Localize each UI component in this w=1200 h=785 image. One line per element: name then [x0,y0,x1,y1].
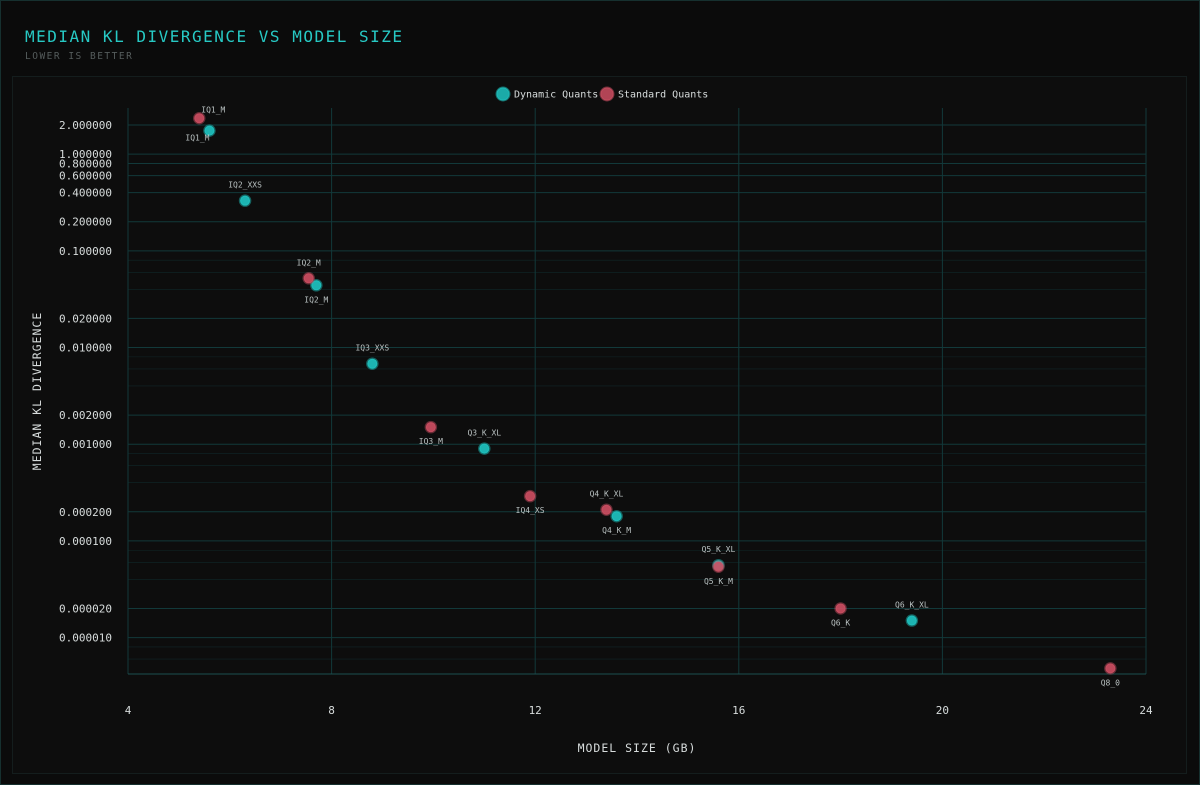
y-tick-label: 0.800000 [59,158,112,171]
point-label: Q4_K_M [602,526,631,535]
data-point-q6-k-xl [905,614,919,627]
point-label: IQ2_M [304,295,328,304]
point-label: IQ3_XXS [355,344,389,353]
legend-marker [599,86,615,102]
point-label: IQ2_XXS [228,181,262,190]
x-tick-label: 24 [1139,704,1153,717]
data-point-iq1-m [203,124,216,137]
data-point-iq2-xxs [238,194,252,207]
chart-title: MEDIAN KL DIVERGENCE VS MODEL SIZE [25,27,404,46]
axis-layer: 4 8 12 16 20 24 2.000000 1.0000000.8000000.6000… [59,119,1153,717]
data-point-q4-k-m [610,509,623,523]
point-label: IQ3_M [419,437,443,446]
y-tick-label: 0.600000 [59,170,112,183]
data-point-iq1-m [193,112,206,125]
point-label: Q4_K_XL [590,490,624,499]
y-tick-label: 0.100000 [59,245,112,258]
data-point-q4-k-xl [600,503,613,516]
legend: Dynamic Quants Standard Quants [495,86,708,102]
point-label: IQ4_XS [516,506,545,515]
x-tick-label: 16 [732,704,745,717]
y-tick-label: 0.010000 [59,342,112,355]
x-tick-label: 8 [328,704,335,717]
data-point-iq3-m [424,420,438,434]
point-label: IQ2_M [297,258,321,267]
data-point-iq2-m [310,279,323,292]
y-tick-label: 0.000200 [59,506,112,519]
y-tick-label: 2.000000 [59,119,112,132]
y-tick-label: 0.002000 [59,409,112,422]
point-label: IQ1_M [185,134,209,143]
grid-layer [127,108,1147,674]
point-label: Q8_0 [1101,678,1120,687]
data-point-iq4-xs [523,489,537,503]
legend-label: Dynamic Quants [514,90,598,101]
y-tick-label: 0.400000 [59,187,112,200]
point-label: IQ1_M [201,105,225,114]
point-label: Q5_K_XL [702,545,736,554]
y-tick-label: 0.000010 [59,632,112,645]
x-tick-label: 12 [529,704,542,717]
y-tick-label: 0.020000 [59,312,112,325]
y-tick-label: 1.000000 [59,148,112,161]
point-label: Q5_K_M [704,577,733,586]
x-axis-title: MODEL SIZE (GB) [578,741,697,755]
legend-marker [495,86,511,102]
data-point-q3-k-xl [478,442,491,455]
data-point-q8-0 [1104,662,1117,675]
y-axis-title: MEDIAN KL DIVERGENCE [30,312,44,470]
point-label: Q6_K [831,618,850,627]
data-point-q5-k-m [712,560,725,574]
point-layer: IQ1_M IQ2_XXS IQ2_M IQ3_XXS Q3_K_XL Q4_K_M Q5_… [185,105,1120,687]
legend-label: Standard Quants [618,90,708,101]
x-tick-label: 20 [936,704,949,717]
point-label: Q3_K_XL [467,429,501,438]
data-point-iq3-xxs [366,357,379,370]
y-tick-label: 0.000020 [59,602,112,615]
y-tick-label: 0.001000 [59,438,112,451]
data-point-iq2-m [302,272,315,285]
chart-subtitle: LOWER IS BETTER [25,51,134,62]
data-point-q6-k [834,602,847,615]
point-label: Q6_K_XL [895,601,929,610]
y-tick-label: 0.200000 [59,216,112,229]
x-tick-label: 4 [125,704,132,717]
y-tick-label: 0.000100 [59,535,112,548]
